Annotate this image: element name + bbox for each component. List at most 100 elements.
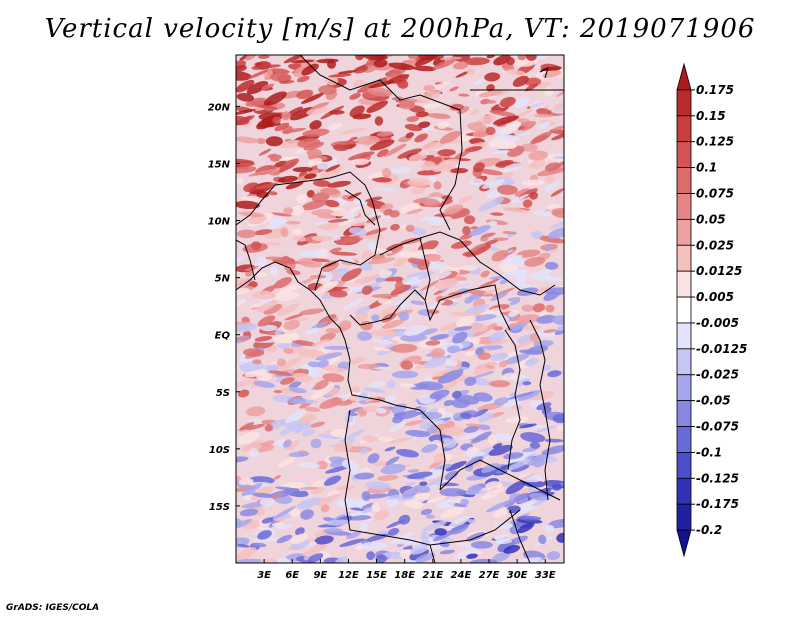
velocity-cell: [522, 325, 541, 331]
velocity-cell: [384, 446, 396, 452]
velocity-cell: [383, 143, 407, 157]
velocity-cell: [503, 452, 524, 460]
velocity-cell: [284, 440, 300, 451]
colorbar-swatch: [676, 167, 692, 194]
velocity-cell: [327, 180, 352, 188]
velocity-cell: [516, 249, 541, 258]
velocity-cell: [453, 548, 475, 559]
velocity-cell: [439, 158, 460, 168]
colorbar-label: -0.125: [696, 471, 739, 485]
velocity-cell: [481, 488, 504, 500]
colorbar-swatch: [676, 452, 692, 479]
velocity-cell: [336, 485, 357, 491]
velocity-cell: [360, 447, 369, 455]
velocity-cell: [367, 241, 377, 250]
velocity-cell: [469, 178, 484, 186]
velocity-cell: [326, 207, 349, 217]
velocity-cell: [260, 324, 278, 332]
velocity-cell: [499, 96, 516, 108]
velocity-cell: [247, 69, 269, 79]
velocity-cell: [314, 535, 334, 545]
velocity-cell: [239, 508, 259, 517]
velocity-cell: [375, 554, 387, 563]
velocity-cell: [322, 373, 345, 383]
velocity-cell: [256, 272, 268, 278]
velocity-cell: [386, 245, 404, 257]
velocity-cell: [550, 188, 564, 197]
velocity-cell: [237, 543, 250, 548]
velocity-cell: [386, 436, 414, 444]
velocity-cell: [281, 111, 291, 121]
velocity-cell: [381, 168, 392, 178]
velocity-cell: [327, 218, 349, 223]
velocity-cell: [341, 268, 362, 282]
velocity-cell: [325, 465, 350, 474]
colorbar-swatch: [676, 426, 692, 453]
velocity-cell: [346, 531, 361, 539]
velocity-cell: [556, 324, 564, 331]
colorbar-label: -0.0125: [696, 342, 747, 356]
velocity-cell: [258, 55, 270, 59]
velocity-cell: [355, 55, 364, 61]
lon-tick-label: 18E: [394, 570, 415, 581]
velocity-cell: [245, 97, 266, 107]
velocity-cell: [253, 229, 273, 236]
velocity-cell: [423, 468, 444, 480]
velocity-cell: [432, 59, 456, 70]
velocity-cell: [380, 463, 406, 475]
velocity-cell: [349, 136, 358, 141]
velocity-cell: [268, 370, 294, 376]
velocity-cell: [544, 87, 554, 97]
velocity-cell: [352, 113, 372, 120]
velocity-cell: [326, 59, 337, 69]
velocity-cell: [275, 523, 293, 529]
velocity-cell: [505, 480, 526, 495]
velocity-cell: [413, 365, 428, 369]
velocity-cell: [236, 161, 255, 167]
lat-tick-label: 15S: [209, 502, 230, 513]
velocity-cell: [415, 553, 436, 563]
velocity-cell: [483, 288, 502, 295]
velocity-cell: [281, 127, 307, 134]
velocity-cell: [417, 121, 431, 129]
velocity-cell: [481, 462, 500, 473]
velocity-cell: [325, 164, 341, 172]
velocity-cell: [513, 97, 530, 108]
velocity-cell: [361, 285, 373, 295]
velocity-cell: [473, 392, 493, 402]
velocity-cell: [236, 136, 260, 144]
velocity-cell: [307, 553, 324, 563]
velocity-cell: [288, 380, 302, 389]
velocity-cell: [310, 102, 330, 110]
velocity-cell: [470, 431, 492, 444]
velocity-cell: [515, 275, 528, 284]
velocity-cell: [337, 498, 360, 509]
velocity-cell: [310, 384, 335, 400]
longitude-axis: 3E 6E 9E 12E 15E 18E 21E 24E 27E 30E 33E: [257, 559, 556, 581]
velocity-cell: [405, 132, 415, 139]
velocity-cell: [485, 126, 496, 136]
velocity-cell: [492, 287, 516, 297]
velocity-cell: [309, 120, 322, 130]
velocity-cell: [318, 494, 341, 502]
lon-tick-label: 21E: [422, 570, 443, 581]
velocity-cell: [236, 71, 252, 81]
velocity-cell: [294, 428, 304, 434]
velocity-cell: [414, 55, 439, 67]
velocity-cell: [365, 196, 383, 202]
velocity-cell: [364, 396, 378, 403]
lat-tick-label: 15N: [208, 159, 231, 170]
velocity-cell: [385, 456, 400, 466]
velocity-cell: [437, 369, 464, 384]
velocity-cell: [498, 360, 509, 368]
colorbar-label: -0.075: [696, 420, 739, 434]
velocity-cell: [340, 128, 368, 134]
velocity-cell: [478, 424, 491, 431]
velocity-cell: [310, 479, 329, 489]
velocity-cell: [528, 273, 551, 281]
velocity-cell: [508, 310, 519, 318]
velocity-cell: [544, 287, 564, 295]
velocity-cell: [502, 231, 517, 235]
velocity-cell: [322, 528, 343, 534]
velocity-cell: [406, 208, 424, 215]
